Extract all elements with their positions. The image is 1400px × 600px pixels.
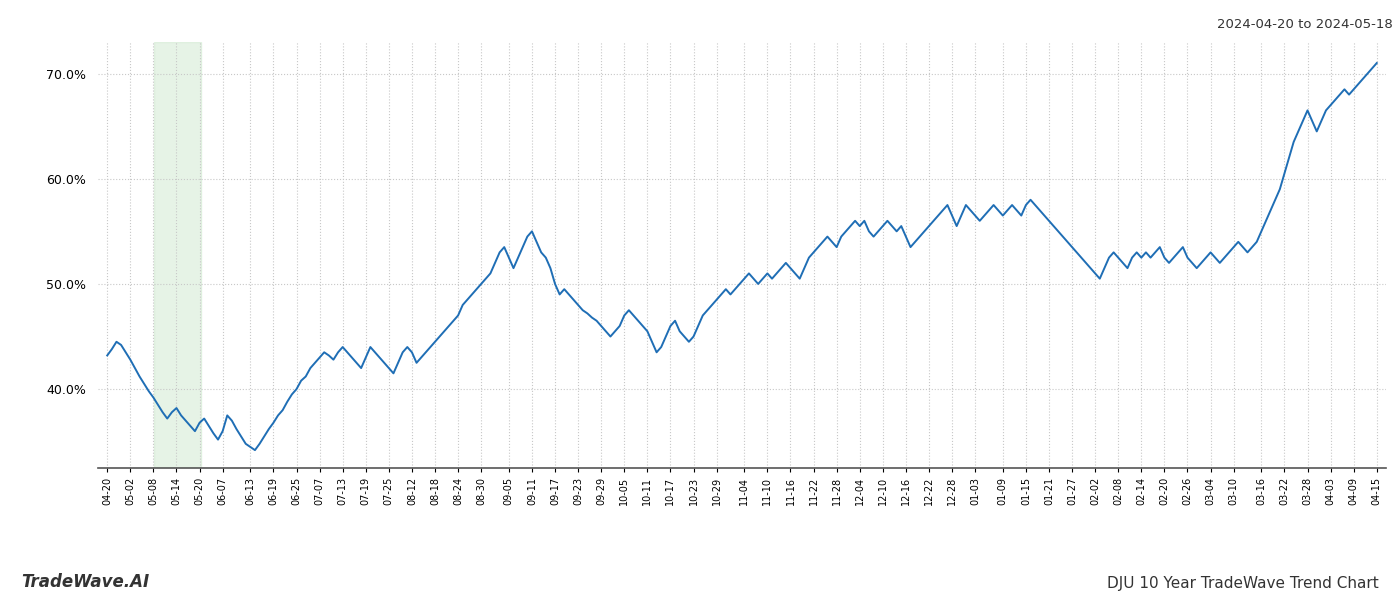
Text: 2024-04-20 to 2024-05-18: 2024-04-20 to 2024-05-18: [1217, 18, 1393, 31]
Text: TradeWave.AI: TradeWave.AI: [21, 573, 150, 591]
Bar: [154, 42, 202, 468]
Text: DJU 10 Year TradeWave Trend Chart: DJU 10 Year TradeWave Trend Chart: [1107, 576, 1379, 591]
